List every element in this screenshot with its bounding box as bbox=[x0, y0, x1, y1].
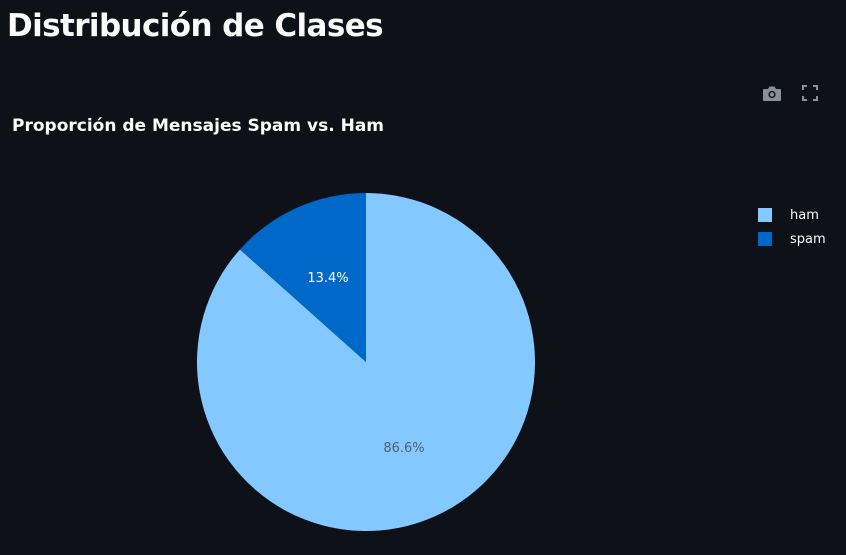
pie-slice-ham[interactable] bbox=[196, 193, 535, 532]
pie-slice-spam[interactable] bbox=[239, 193, 366, 362]
legend-item-spam[interactable]: spam bbox=[758, 227, 826, 251]
slice-label-ham: 86.6% bbox=[383, 441, 424, 456]
slice-label-spam: 13.4% bbox=[307, 271, 348, 286]
chart-title: Proporción de Mensajes Spam vs. Ham bbox=[12, 116, 385, 136]
legend-label-ham: ham bbox=[790, 207, 819, 223]
pie-labels: 86.6% 13.4% bbox=[307, 271, 424, 456]
pie-slices bbox=[196, 193, 535, 532]
legend-swatch-spam bbox=[758, 232, 772, 246]
download-plot-button[interactable] bbox=[760, 82, 784, 104]
legend-label-spam: spam bbox=[790, 231, 826, 247]
fullscreen-button[interactable] bbox=[798, 82, 822, 104]
camera-icon bbox=[763, 86, 781, 101]
legend: ham spam bbox=[758, 203, 826, 251]
page-title: Distribución de Clases bbox=[7, 8, 384, 44]
legend-swatch-ham bbox=[758, 208, 772, 222]
chart-toolbar bbox=[760, 82, 822, 104]
legend-item-ham[interactable]: ham bbox=[758, 203, 826, 227]
fullscreen-icon bbox=[802, 85, 818, 101]
